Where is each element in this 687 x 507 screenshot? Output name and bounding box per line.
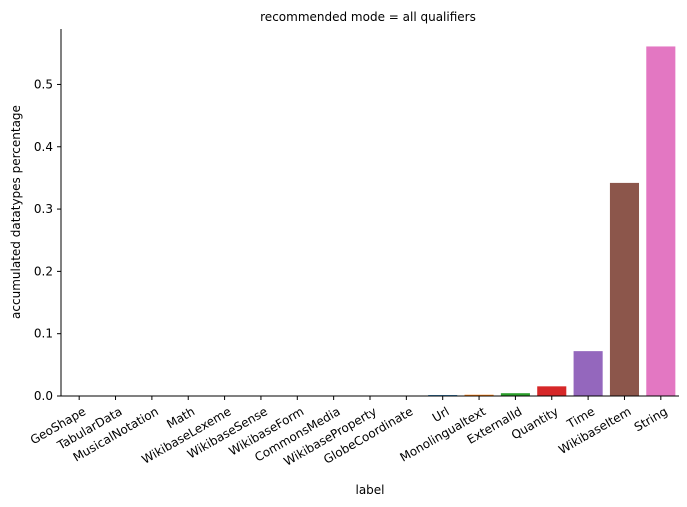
bar-wikibaseitem (609, 182, 640, 396)
bar-quantity (537, 386, 567, 396)
y-tick-label: 0.3 (34, 202, 53, 216)
chart-title: recommended mode = all qualifiers (260, 10, 476, 24)
bar-string (646, 46, 676, 396)
bar-externalid (500, 393, 530, 396)
y-axis-label: accumulated datatypes percentage (9, 105, 23, 319)
bar-monolingualtext (464, 394, 494, 396)
y-axis: 0.0 0.1 0.2 0.3 0.4 0.5 (34, 77, 61, 403)
bar-time (573, 351, 603, 396)
x-tick-label: WikibaseItem (556, 404, 633, 457)
y-tick-label: 0.5 (34, 77, 53, 91)
x-tick-label: Url (430, 404, 452, 425)
y-tick-label: 0.2 (34, 264, 53, 278)
y-tick-label: 0.1 (34, 327, 53, 341)
x-tick-label: String (632, 404, 670, 434)
x-axis-label: label (355, 483, 384, 497)
bars-group (391, 46, 676, 396)
y-tick-label: 0.4 (34, 140, 53, 154)
y-tick-label: 0.0 (34, 389, 53, 403)
